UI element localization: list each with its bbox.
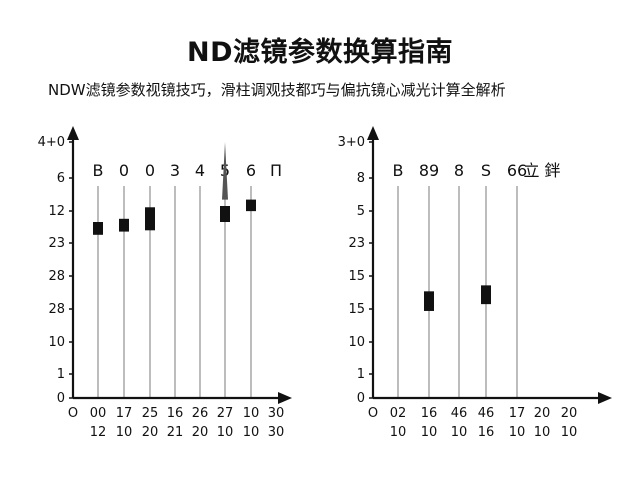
data-spike (222, 142, 228, 200)
x-tick-label-secondary: 10 (509, 425, 526, 440)
x-tick-label-secondary: 21 (167, 425, 184, 440)
x-tick-label: 46 (451, 406, 468, 421)
x-tick-label-secondary: 10 (390, 425, 407, 440)
x-tick-label-secondary: 10 (561, 425, 578, 440)
page-title: ND滤镜参数换算指南 (186, 37, 453, 68)
x-tick-label: 27 (217, 406, 234, 421)
y-tick-label: 10 (348, 335, 365, 350)
column-top-label: П (270, 161, 282, 180)
y-tick-label: 10 (48, 335, 65, 350)
y-tick-label: 8 (357, 171, 365, 186)
x-tick-label: 02 (390, 406, 407, 421)
y-axis-arrow (67, 126, 79, 140)
y-tick-label: 1 (357, 367, 365, 382)
x-tick-label: 17 (509, 406, 526, 421)
y-tick-label: 23 (48, 236, 65, 251)
data-bar (220, 206, 230, 222)
y-tick-label: 28 (48, 302, 65, 317)
data-bar (481, 285, 491, 305)
chart-left: 4+06122328281010B003456ПO001725162627103… (38, 126, 292, 440)
y-tick-label: 15 (348, 269, 365, 284)
x-tick-label: O (368, 406, 378, 421)
y-tick-label: 15 (348, 302, 365, 317)
x-tick-label: 20 (534, 406, 551, 421)
y-tick-label: 0 (57, 391, 65, 406)
y-tick-label: 0 (357, 391, 365, 406)
column-top-label: B (93, 161, 104, 180)
x-tick-label: 26 (192, 406, 209, 421)
y-tick-label: 6 (57, 171, 65, 186)
x-tick-label-secondary: 10 (116, 425, 133, 440)
column-top-label: 89 (419, 161, 439, 180)
y-tick-label: 4+0 (38, 135, 65, 150)
column-top-label: 4 (195, 161, 205, 180)
x-axis-arrow (598, 392, 612, 404)
y-tick-label: 5 (357, 204, 365, 219)
column-top-label: B (393, 161, 404, 180)
y-tick-label: 1 (57, 367, 65, 382)
x-tick-label-secondary: 30 (268, 425, 285, 440)
y-tick-label: 3+0 (338, 135, 365, 150)
x-tick-label-secondary: 16 (478, 425, 495, 440)
column-top-label: S (481, 161, 491, 180)
data-bar (93, 222, 103, 235)
x-tick-label: 10 (243, 406, 260, 421)
x-tick-label: 17 (116, 406, 133, 421)
page-subtitle: NDW滤镜参数视镜技巧，滑柱调观技都巧与偏抗镜心减光计算全解析 (48, 81, 506, 99)
column-top-label: 0 (145, 161, 155, 180)
x-tick-label: 30 (268, 406, 285, 421)
x-tick-label: 16 (421, 406, 438, 421)
x-tick-label-secondary: 10 (451, 425, 468, 440)
x-tick-label-secondary: 20 (192, 425, 209, 440)
x-tick-label: 00 (90, 406, 107, 421)
y-tick-label: 23 (348, 236, 365, 251)
x-tick-label-secondary: 10 (534, 425, 551, 440)
x-tick-label-secondary: 12 (90, 425, 107, 440)
x-tick-label: O (68, 406, 78, 421)
data-bar (246, 199, 256, 212)
x-tick-label-secondary: 20 (142, 425, 159, 440)
x-tick-label: 25 (142, 406, 159, 421)
x-axis-arrow (278, 392, 292, 404)
y-axis-arrow (367, 126, 379, 140)
x-tick-label-secondary: 10 (217, 425, 234, 440)
column-top-label: 0 (119, 161, 129, 180)
column-top-label: 3 (170, 161, 180, 180)
column-top-label: 66 (507, 161, 527, 180)
data-bar (119, 218, 129, 232)
column-top-label: 6 (246, 161, 256, 180)
column-top-label: 立 鉡 (523, 161, 560, 180)
data-bar (145, 207, 155, 231)
x-tick-label-secondary: 10 (243, 425, 260, 440)
x-tick-label: 16 (167, 406, 184, 421)
x-tick-label: 46 (478, 406, 495, 421)
y-tick-label: 28 (48, 269, 65, 284)
x-tick-label: 20 (561, 406, 578, 421)
data-bar (424, 291, 434, 311)
x-tick-label-secondary: 10 (421, 425, 438, 440)
column-top-label: 8 (454, 161, 464, 180)
y-tick-label: 12 (48, 204, 65, 219)
